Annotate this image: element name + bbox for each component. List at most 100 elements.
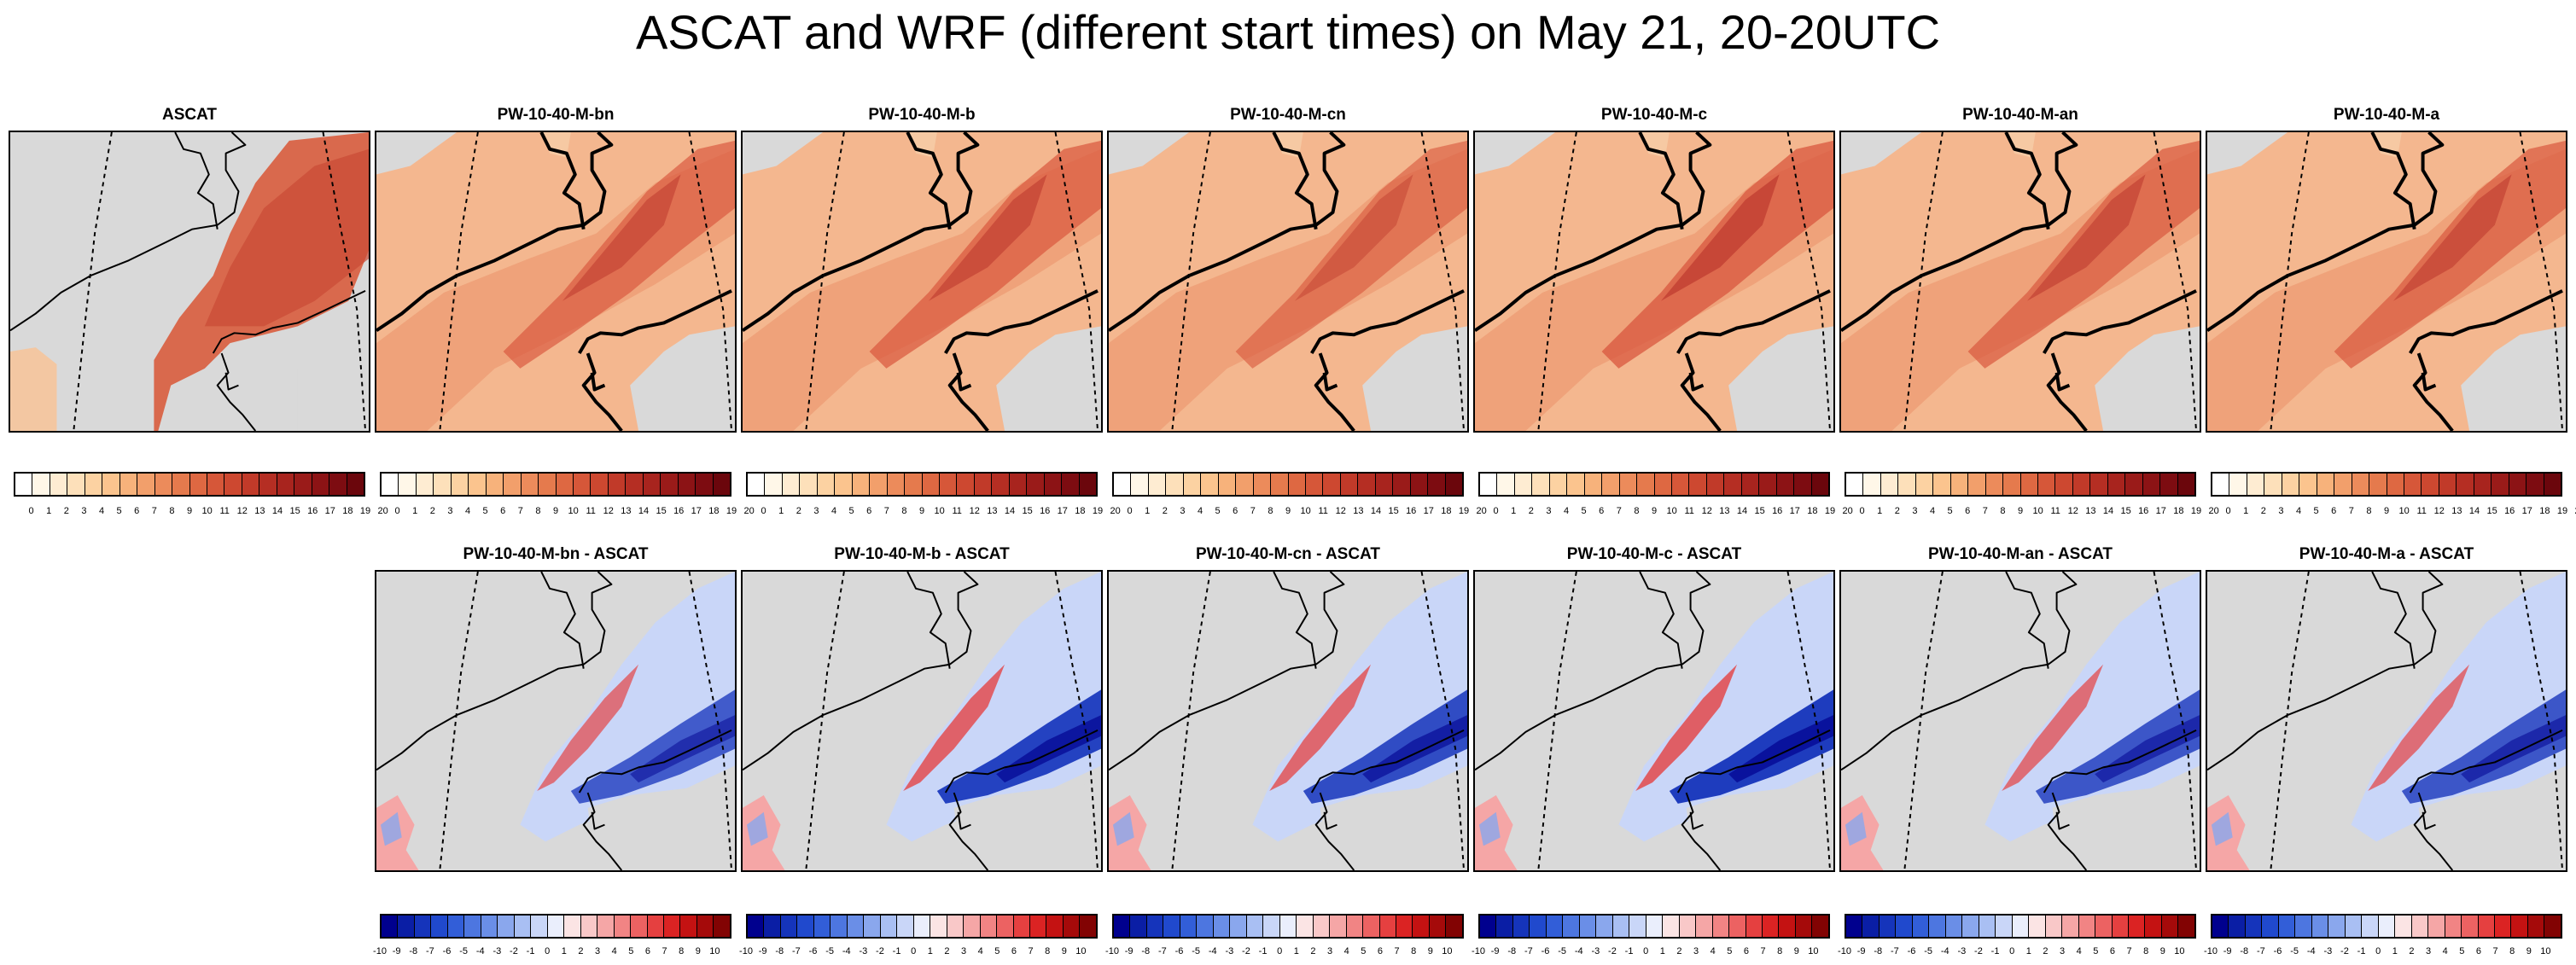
colorbar-tick-label: -9 [1124,946,1134,956]
colorbar-swatch [980,916,998,937]
colorbar-tick-label: 11 [1684,506,1694,516]
colorbar-swatch [2160,474,2178,495]
colorbar-tick-label: -10 [1838,946,1851,956]
colorbar-tick-label: 17 [2521,506,2532,516]
colorbar-swatch [2245,916,2263,937]
colorbar-tick-label: 12 [2433,506,2445,516]
colorbar-swatch [1062,474,1080,495]
colorbar-tick-label: -8 [1507,946,1517,956]
wind-speed-map [741,131,1103,433]
colorbar-tick-label: 3 [2425,946,2432,956]
colorbar-tick-label: 15 [656,506,667,516]
colorbar-tick-label: 10 [2540,946,2551,956]
colorbar-swatch [1346,916,1364,937]
colorbar-swatch [1413,916,1430,937]
colorbar-swatch [1779,916,1796,937]
colorbar-swatch [1044,474,1063,495]
colorbar-swatch [680,916,697,937]
colorbar-tick-label: 8 [901,506,907,516]
colorbar-swatch [2299,474,2317,495]
colorbar-swatch [1063,916,1081,937]
colorbar-tick-label: 3 [594,946,601,956]
colorbar-tick-label: 16 [1040,506,1051,516]
colorbar-tick-label: 12 [969,506,980,516]
colorbar-swatch [2478,916,2495,937]
colorbar-tick-label: -9 [392,946,401,956]
colorbar-swatch [1279,916,1297,937]
colorbar-swatch [626,474,644,495]
colorbar-swatch [1896,916,1913,937]
colorbar-swatch [1213,916,1231,937]
colorbar-tick-label: 12 [1335,506,1346,516]
colorbar-swatch [2078,916,2096,937]
colorbar-swatch [2462,916,2479,937]
colorbar-swatch [2422,474,2439,495]
colorbar-tick-label: -6 [1541,946,1550,956]
colorbar-swatch [2112,916,2129,937]
colorbar-swatch [1429,916,1447,937]
colorbar-swatch [1218,474,1237,495]
speed-colorbar [746,472,1098,497]
colorbar-swatch [498,916,515,937]
colorbar-swatch [1637,474,1655,495]
colorbar-tick-label: -7 [2256,946,2265,956]
colorbar-swatch [2229,474,2247,495]
colorbar-tick-label: 5 [628,946,634,956]
colorbar-tick-label: 18 [1075,506,1086,516]
colorbar-swatch [2278,916,2296,937]
colorbar-tick-label: 18 [1441,506,1452,516]
colorbar-swatch [1358,474,1376,495]
colorbar-swatch [1596,916,1613,937]
colorbar-swatch [2411,916,2429,937]
colorbar-tick-label: 3 [1546,506,1552,516]
colorbar-swatch [1271,474,1289,495]
colorbar-swatch [1985,474,2004,495]
colorbar-swatch [1029,916,1047,937]
panel-title: PW-10-40-M-a [2333,106,2440,124]
colorbar-swatch [1046,916,1064,937]
colorbar-tick-label: 13 [254,506,265,516]
colorbar-swatch [1945,916,1963,937]
colorbar-swatch [2404,474,2422,495]
colorbar-tick-label: -1 [1258,946,1268,956]
colorbar-tick-label: 8 [1411,946,1417,956]
colorbar-tick-label: 8 [1777,946,1783,956]
colorbar-tick-label: 13 [1719,506,1730,516]
colorbar-swatch [800,474,818,495]
colorbar-tick-label: 3 [2278,506,2284,516]
colorbar-swatch [997,916,1014,937]
colorbar-tick-label: 10 [709,946,720,956]
colorbar-tick-label: 12 [1701,506,1712,516]
colorbar-swatch [434,474,452,495]
colorbar-swatch [765,474,783,495]
colorbar-swatch [1009,474,1028,495]
colorbar-tick-label: 8 [2143,946,2149,956]
colorbar-tick-label: 0 [1859,506,1865,516]
colorbar-tick-label: 5 [1947,506,1953,516]
colorbar-tick-label: 12 [236,506,248,516]
colorbar-tick-label: -8 [2240,946,2249,956]
map-plot [743,572,1101,870]
colorbar-swatch [1246,916,1264,937]
colorbar-tick-label: 7 [1028,946,1034,956]
colorbar-tick-label: 9 [2017,506,2024,516]
colorbar-tick-label: 0 [761,506,766,516]
colorbar-tick-label: -1 [892,946,901,956]
colorbar-tick-label: 19 [359,506,371,516]
colorbar-swatch [2282,474,2300,495]
colorbar-tick-label: -6 [1174,946,1184,956]
colorbar-swatch [1812,916,1828,937]
colorbar-swatch [1396,916,1413,937]
colorbar-tick-label: 0 [2225,506,2231,516]
wind-speed-map [1839,131,2201,433]
difference-colorbar-ticks: -10 -9 -8 -7 -6 -5 -4 -3 -2 -1 0 1 2 3 4 5 6 7 8 9 10 [1838,945,2196,959]
panel-title: PW-10-40-M-an [1962,106,2078,124]
colorbar-swatch [531,916,548,937]
colorbar-tick-label: 2 [796,506,801,516]
colorbar-tick-label: -8 [1874,946,1883,956]
colorbar-tick-label: 7 [151,506,157,516]
colorbar-tick-label: 2 [1676,946,1682,956]
colorbar-tick-label: 5 [848,506,854,516]
